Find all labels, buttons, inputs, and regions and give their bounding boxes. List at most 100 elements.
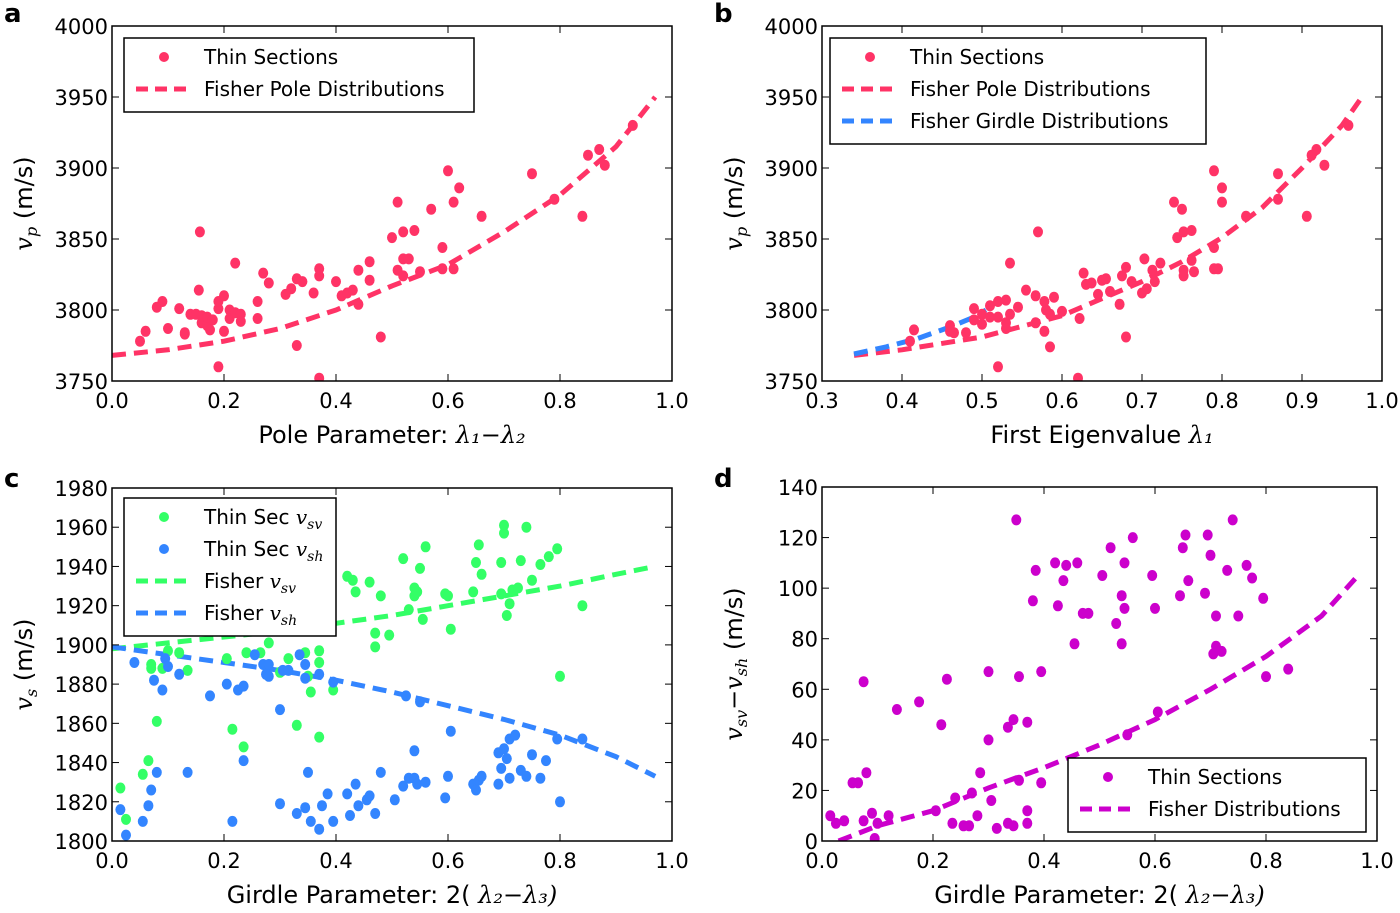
data-point: [392, 196, 403, 208]
x-tick-label: 1.0: [1360, 849, 1393, 873]
data-point: [420, 541, 431, 553]
x-axis-label-text: Pole Parameter:: [258, 421, 456, 449]
data-point: [426, 203, 437, 215]
x-tick-label: 0.5: [965, 389, 998, 413]
data-point: [389, 794, 400, 806]
data-point: [140, 325, 151, 337]
data-point: [941, 673, 952, 685]
x-tick-label: 0.2: [207, 389, 240, 413]
data-point: [157, 296, 168, 307]
data-point: [1205, 549, 1216, 561]
legend-label-text: Thin Sections: [203, 45, 338, 69]
data-point: [1074, 313, 1085, 324]
legend-marker: [159, 52, 169, 62]
legend-box: [123, 37, 475, 113]
data-point: [504, 598, 515, 610]
data-point: [1022, 716, 1033, 728]
data-point: [263, 670, 274, 682]
data-point: [499, 743, 509, 755]
data-point: [314, 731, 325, 743]
data-point: [305, 686, 316, 698]
legend-label-math: v: [270, 601, 282, 625]
data-point: [825, 810, 836, 822]
data-point: [137, 815, 148, 827]
legend-label-sub: sh: [307, 549, 323, 565]
legend-marker: [159, 544, 169, 554]
legend-label-sub: sv: [307, 517, 322, 533]
data-point: [930, 805, 941, 817]
data-point: [331, 276, 341, 288]
data-point: [1241, 559, 1252, 571]
data-point: [914, 696, 925, 708]
legend-label-text: Fisher Pole Distributions: [910, 77, 1151, 101]
data-point: [1001, 323, 1011, 334]
x-tick-label: 0.0: [805, 849, 838, 873]
series-line-fisher-v-sv: [112, 563, 656, 652]
data-point: [1001, 294, 1011, 306]
legend-label-text: Fisher Girdle Distributions: [910, 109, 1169, 133]
legend-label: Fisher Girdle Distributions: [910, 109, 1169, 133]
x-tick-label: 0.4: [319, 849, 352, 873]
data-point: [403, 604, 414, 616]
legend-label: Fisher vsv: [204, 569, 296, 597]
data-point: [858, 815, 869, 827]
y-axis-label: vs (m/s): [10, 618, 41, 710]
data-point: [314, 657, 325, 668]
data-point: [867, 807, 877, 819]
data-point: [1030, 317, 1041, 329]
panel-d: 0.0 0.2 0.4 0.6 0.8 1.0 0 20 40 60 80 100 120 140 d Gir…: [714, 464, 1394, 909]
data-point: [1183, 575, 1194, 587]
data-point: [347, 284, 358, 296]
legend-label-text: Thin Sections: [909, 45, 1044, 69]
y-tick-label: 1880: [55, 673, 108, 697]
series-line-fisher-v-sh: [112, 644, 657, 779]
legend-label-sub: sh: [281, 613, 297, 629]
data-point: [193, 284, 204, 296]
y-tick-label: 3950: [765, 86, 818, 110]
x-axis-label-math: λ₁: [1188, 421, 1214, 449]
data-point: [1319, 159, 1330, 171]
data-point: [905, 335, 915, 347]
data-point: [1178, 270, 1189, 282]
data-point: [950, 792, 961, 804]
legend: Thin Sections Fisher Pole Distributions Fi…: [829, 37, 1207, 145]
legend-label: Fisher Pole Distributions: [204, 77, 445, 101]
data-point: [291, 719, 302, 731]
legend-label: Fisher Pole Distributions: [910, 77, 1151, 101]
data-point: [300, 672, 311, 684]
data-point: [342, 788, 353, 800]
data-point: [1273, 193, 1283, 205]
x-tick-label: 0.9: [1285, 389, 1318, 413]
y-axis-label-subscript: s: [22, 689, 41, 697]
data-point: [129, 657, 140, 668]
data-point: [1058, 575, 1069, 587]
series-line-fisher-girdle-distributions: [853, 307, 988, 357]
data-point: [443, 165, 453, 177]
data-point: [1273, 168, 1283, 180]
series-points-thin-sec-v-sv: [115, 519, 588, 825]
data-point: [398, 780, 409, 792]
y-axis-label: vp (m/s): [720, 156, 751, 250]
data-point: [499, 527, 509, 539]
y-tick-label: 80: [791, 628, 818, 652]
data-point: [549, 193, 560, 205]
data-point: [275, 798, 285, 810]
data-point: [947, 817, 958, 829]
data-point: [1311, 144, 1322, 155]
data-point: [1200, 587, 1210, 599]
data-point: [1073, 372, 1083, 381]
data-point: [174, 647, 185, 659]
y-tick-label: 1920: [55, 595, 108, 619]
data-point: [1211, 610, 1221, 622]
data-point: [872, 817, 883, 829]
data-point: [443, 590, 453, 602]
data-point: [364, 790, 375, 802]
data-point: [501, 753, 512, 765]
y-tick-label: 1840: [55, 752, 108, 776]
data-point: [521, 521, 532, 533]
data-point: [473, 539, 484, 551]
data-point: [283, 653, 294, 665]
x-tick-label: 1.0: [655, 849, 688, 873]
x-tick-label: 0.0: [95, 849, 128, 873]
